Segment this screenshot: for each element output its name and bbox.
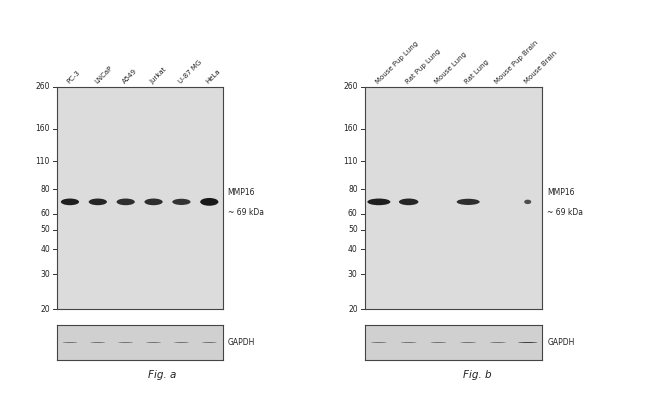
Text: 260: 260 — [343, 83, 358, 92]
Ellipse shape — [88, 199, 107, 205]
Text: 50: 50 — [40, 225, 50, 234]
Ellipse shape — [518, 342, 538, 343]
Ellipse shape — [400, 342, 417, 343]
Text: ~ 69 kDa: ~ 69 kDa — [547, 208, 583, 217]
Ellipse shape — [172, 199, 190, 205]
Text: 80: 80 — [40, 184, 50, 194]
Text: 40: 40 — [40, 245, 50, 254]
Text: U-87 MG: U-87 MG — [177, 59, 203, 85]
Text: 20: 20 — [40, 305, 50, 314]
Ellipse shape — [200, 198, 218, 206]
Text: Rat Lung: Rat Lung — [464, 59, 490, 85]
Ellipse shape — [116, 199, 135, 205]
Text: MMP16: MMP16 — [227, 188, 255, 197]
Ellipse shape — [146, 342, 161, 343]
Text: Mouse Brain: Mouse Brain — [523, 50, 558, 85]
Text: 60: 60 — [40, 210, 50, 219]
Text: 20: 20 — [348, 305, 358, 314]
Text: 40: 40 — [348, 245, 358, 254]
Ellipse shape — [118, 342, 133, 343]
Text: Mouse Pup Lung: Mouse Pup Lung — [374, 40, 419, 85]
Text: Rat Pup Lung: Rat Pup Lung — [404, 48, 441, 85]
Ellipse shape — [367, 199, 391, 205]
Ellipse shape — [62, 342, 77, 343]
Text: ~ 69 kDa: ~ 69 kDa — [227, 208, 263, 217]
Text: 160: 160 — [343, 125, 358, 133]
Ellipse shape — [430, 342, 447, 343]
Ellipse shape — [457, 199, 480, 205]
Text: PC-3: PC-3 — [66, 69, 81, 85]
Ellipse shape — [202, 342, 216, 343]
Text: 60: 60 — [348, 210, 358, 219]
Text: HeLa: HeLa — [205, 68, 222, 85]
Ellipse shape — [460, 342, 476, 343]
Ellipse shape — [90, 342, 105, 343]
Text: 160: 160 — [36, 125, 50, 133]
Text: MMP16: MMP16 — [547, 188, 575, 197]
Text: Mouse Pup Brain: Mouse Pup Brain — [494, 39, 540, 85]
Ellipse shape — [144, 199, 162, 205]
Text: Mouse Lung: Mouse Lung — [434, 51, 468, 85]
Text: 80: 80 — [348, 184, 358, 194]
Text: Jurkat: Jurkat — [150, 66, 168, 85]
Text: 30: 30 — [40, 269, 50, 278]
Ellipse shape — [399, 199, 419, 205]
Text: 110: 110 — [36, 157, 50, 166]
Text: 260: 260 — [36, 83, 50, 92]
Text: GAPDH: GAPDH — [227, 338, 255, 347]
Text: 50: 50 — [348, 225, 358, 234]
Text: GAPDH: GAPDH — [547, 338, 575, 347]
Ellipse shape — [490, 342, 506, 343]
Text: 110: 110 — [343, 157, 358, 166]
Ellipse shape — [371, 342, 387, 343]
Ellipse shape — [174, 342, 189, 343]
Ellipse shape — [61, 199, 79, 205]
Text: A549: A549 — [122, 68, 138, 85]
Text: 30: 30 — [348, 269, 358, 278]
Ellipse shape — [524, 200, 531, 204]
Text: LNCaP: LNCaP — [94, 65, 114, 85]
Text: Fig. a: Fig. a — [148, 370, 177, 381]
Text: Fig. b: Fig. b — [463, 370, 492, 381]
